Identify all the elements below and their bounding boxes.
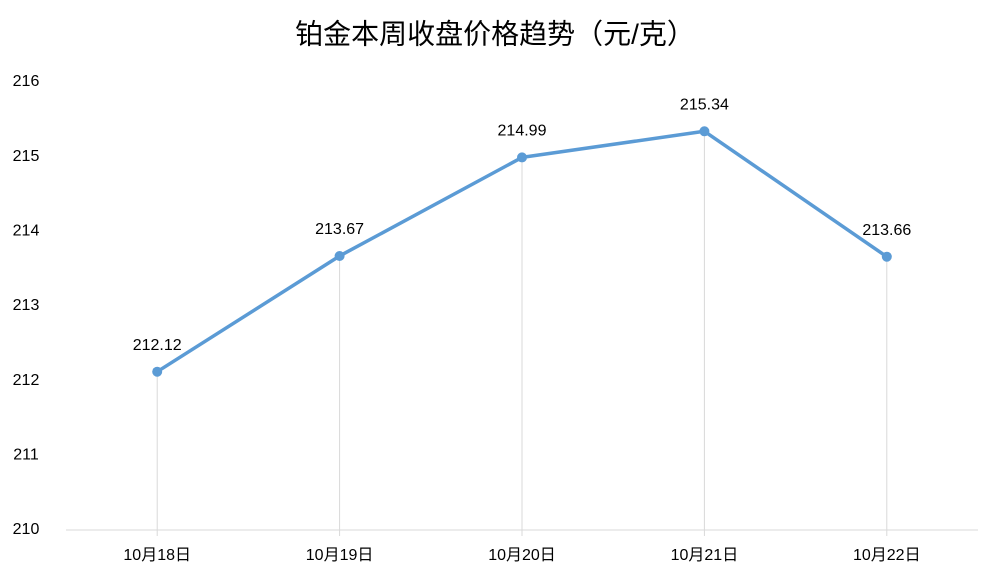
chart-title: 铂金本周收盘价格趋势（元/克） bbox=[295, 18, 695, 49]
marker bbox=[699, 126, 710, 137]
y-tick-label: 215 bbox=[13, 148, 40, 165]
data-label: 215.34 bbox=[680, 96, 729, 113]
y-tick-label: 213 bbox=[13, 297, 40, 314]
marker bbox=[334, 250, 345, 261]
data-label: 212.12 bbox=[133, 337, 182, 354]
x-tick-label: 10月22日 bbox=[853, 547, 921, 564]
y-tick-label: 210 bbox=[13, 521, 40, 538]
marker bbox=[152, 366, 163, 377]
data-label: 213.66 bbox=[862, 222, 911, 239]
y-tick-label: 216 bbox=[13, 73, 40, 90]
y-tick-label: 212 bbox=[13, 372, 40, 389]
x-tick-label: 10月20日 bbox=[488, 547, 556, 564]
data-label: 214.99 bbox=[498, 123, 547, 140]
x-tick-label: 10月21日 bbox=[671, 547, 739, 564]
x-tick-label: 10月19日 bbox=[306, 547, 374, 564]
y-tick-label: 214 bbox=[13, 223, 40, 240]
data-label: 213.67 bbox=[315, 221, 364, 238]
x-tick-label: 10月18日 bbox=[123, 547, 191, 564]
marker bbox=[881, 251, 892, 262]
marker bbox=[517, 152, 527, 163]
y-tick-label: 211 bbox=[13, 447, 39, 464]
